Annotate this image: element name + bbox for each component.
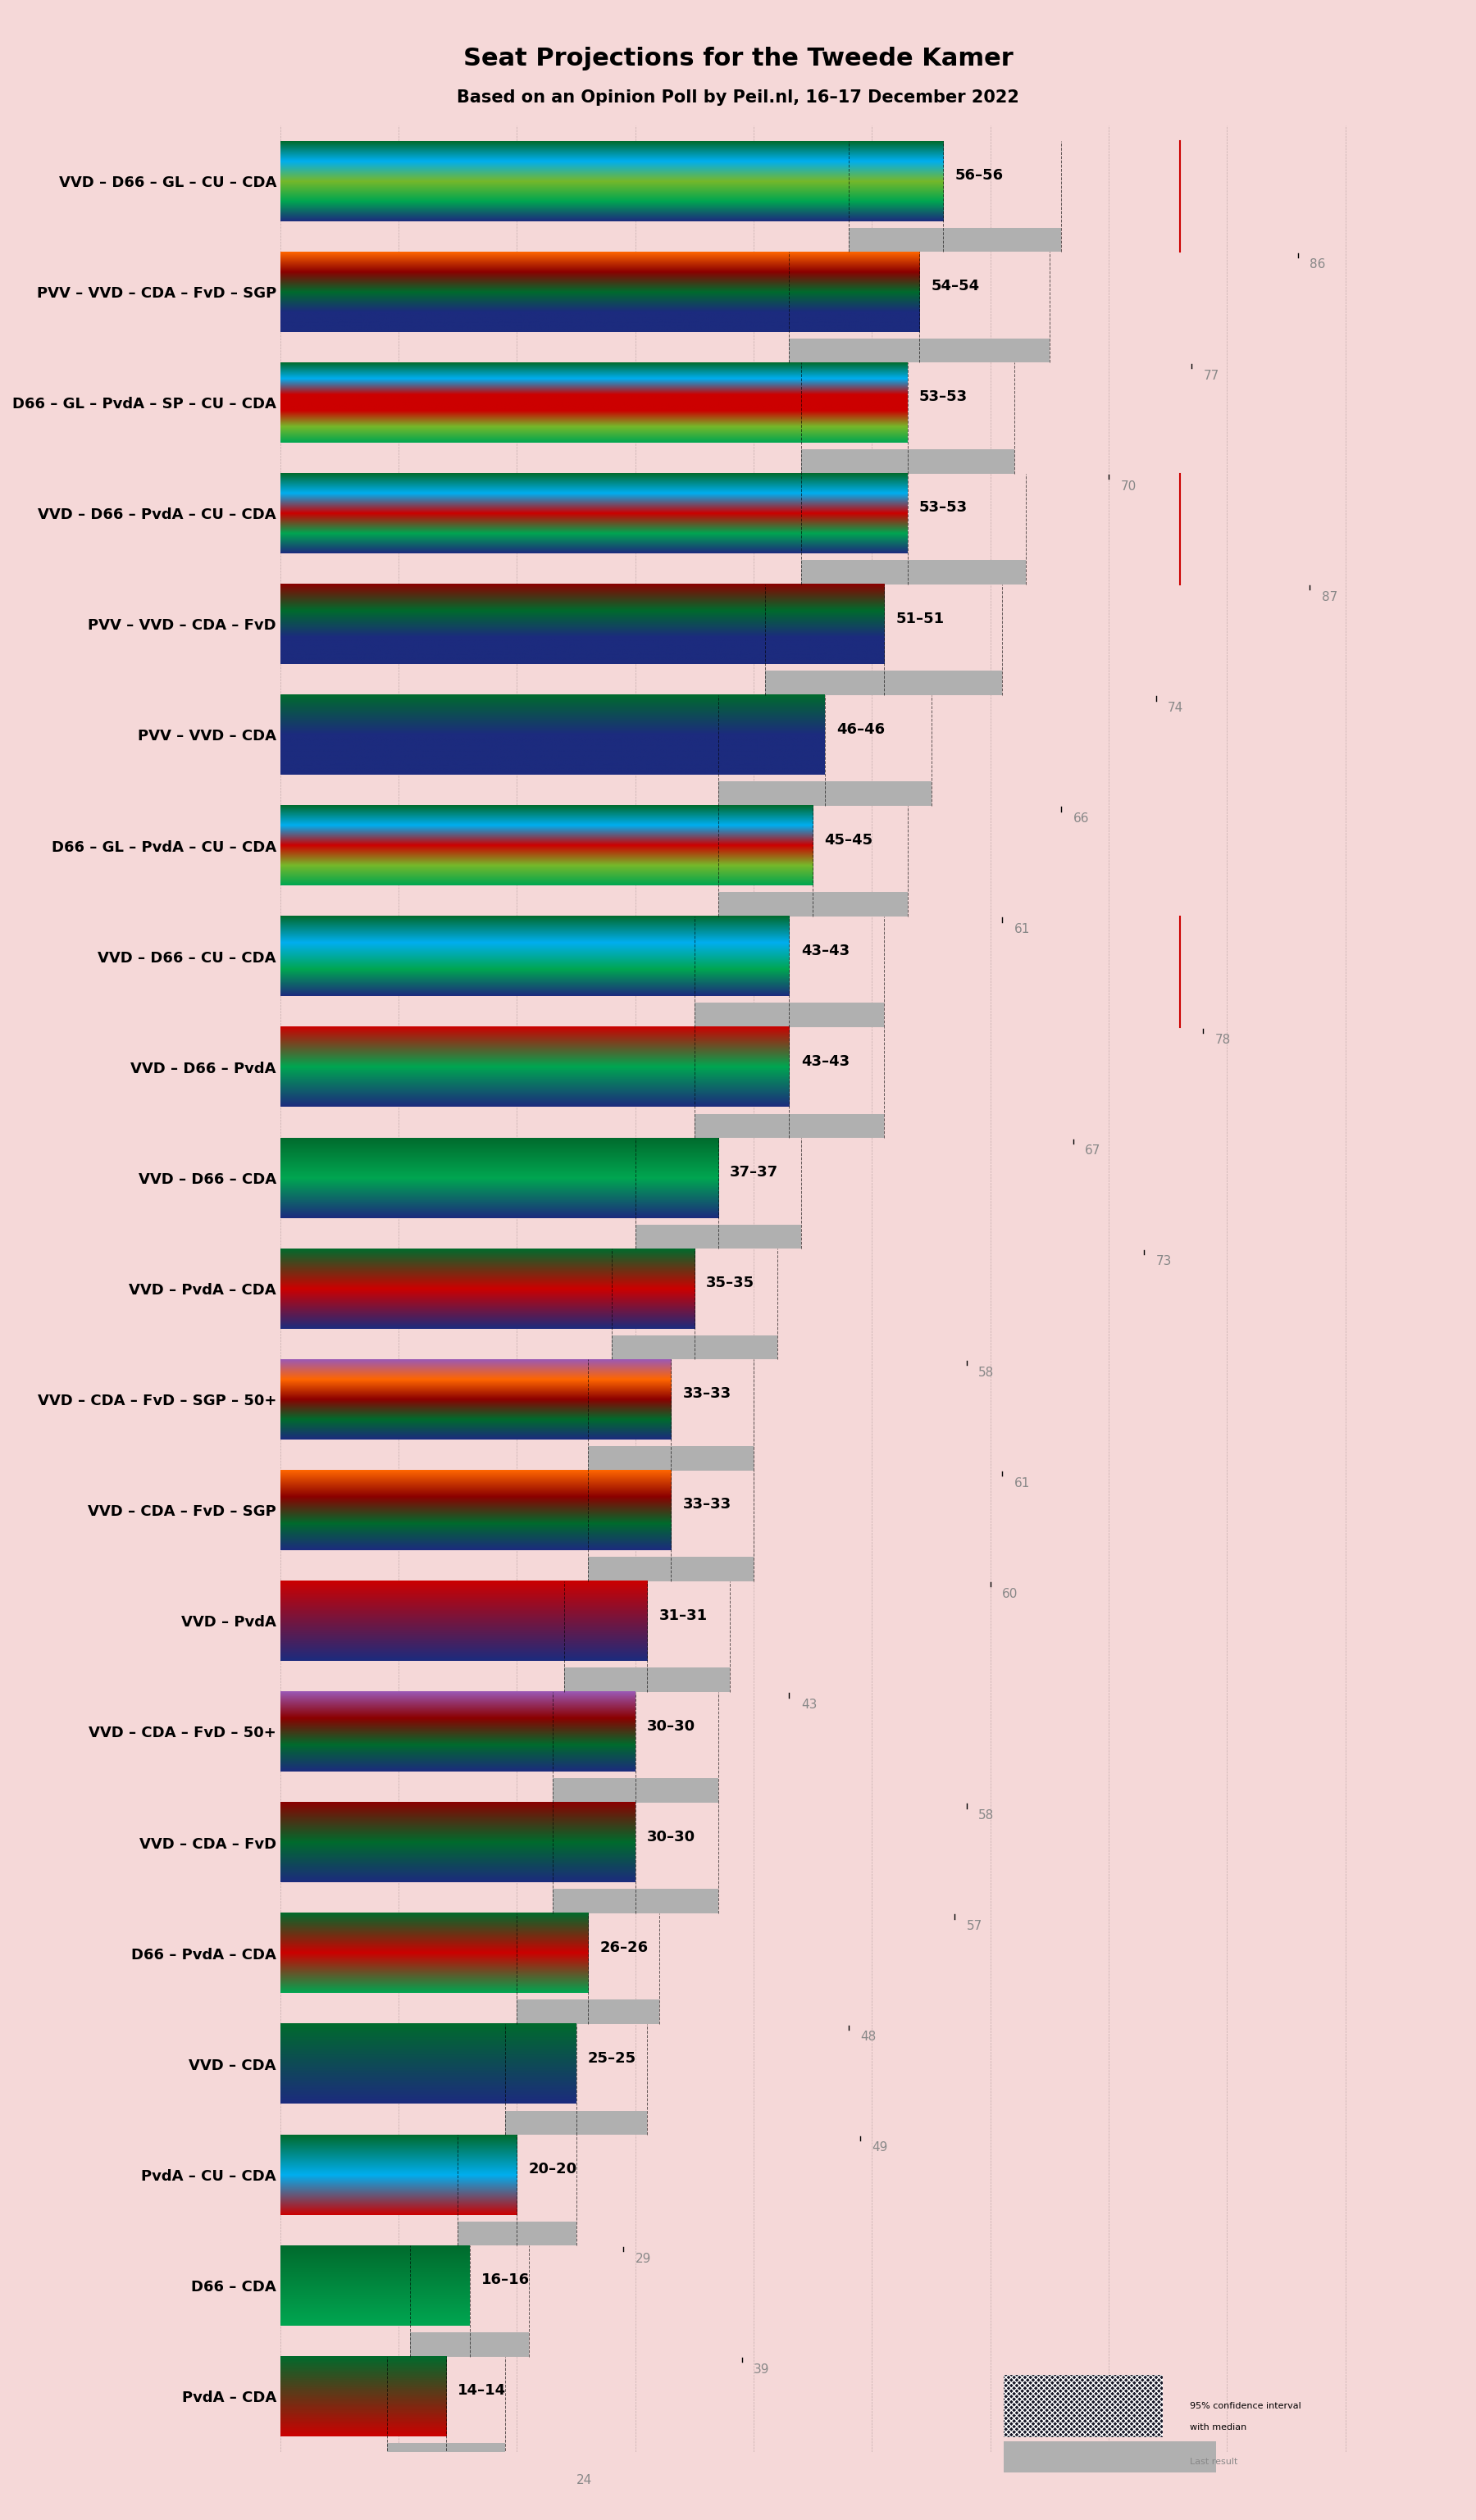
Text: 54–54: 54–54 bbox=[931, 280, 980, 295]
Text: 66: 66 bbox=[1073, 811, 1089, 824]
Text: 57: 57 bbox=[967, 1920, 983, 1933]
Text: 53–53: 53–53 bbox=[920, 501, 968, 514]
Text: 20–20: 20–20 bbox=[528, 2162, 577, 2177]
Text: 51–51: 51–51 bbox=[896, 612, 945, 625]
Bar bbox=[766, 670, 1002, 696]
Bar bbox=[587, 1557, 754, 1580]
Bar bbox=[410, 2331, 528, 2356]
Bar bbox=[564, 1668, 731, 1691]
Text: 87: 87 bbox=[1321, 590, 1337, 602]
Text: 61: 61 bbox=[1014, 922, 1030, 935]
Text: 70: 70 bbox=[1120, 481, 1137, 491]
Text: Based on an Opinion Poll by Peil.nl, 16–17 December 2022: Based on an Opinion Poll by Peil.nl, 16–… bbox=[456, 88, 1020, 106]
Text: 43–43: 43–43 bbox=[801, 1053, 849, 1068]
Text: 29: 29 bbox=[635, 2253, 651, 2265]
Bar bbox=[719, 781, 931, 806]
Text: 53–53: 53–53 bbox=[920, 391, 968, 403]
Text: 35–35: 35–35 bbox=[707, 1275, 754, 1290]
Text: 16–16: 16–16 bbox=[481, 2273, 530, 2288]
Text: 30–30: 30–30 bbox=[646, 1830, 695, 1845]
Text: 43: 43 bbox=[801, 1698, 816, 1711]
Bar bbox=[552, 1890, 719, 1913]
Text: 58: 58 bbox=[979, 1366, 995, 1378]
Text: 61: 61 bbox=[1014, 1477, 1030, 1489]
Text: 58: 58 bbox=[979, 1809, 995, 1822]
Text: 49: 49 bbox=[872, 2142, 889, 2155]
Bar bbox=[587, 1446, 754, 1469]
Text: Last result: Last result bbox=[1190, 2457, 1237, 2467]
Text: 43–43: 43–43 bbox=[801, 942, 849, 958]
Text: with median: with median bbox=[1190, 2422, 1246, 2432]
Bar bbox=[1004, 2442, 1216, 2472]
Text: 31–31: 31–31 bbox=[658, 1608, 707, 1623]
Text: 33–33: 33–33 bbox=[682, 1386, 731, 1401]
Bar bbox=[790, 338, 1049, 363]
Bar bbox=[611, 1336, 778, 1361]
Bar bbox=[505, 2112, 646, 2134]
Text: 46–46: 46–46 bbox=[837, 721, 886, 736]
Text: 73: 73 bbox=[1156, 1255, 1172, 1268]
Bar bbox=[1004, 2374, 1163, 2437]
Text: 78: 78 bbox=[1215, 1033, 1231, 1046]
Text: 37–37: 37–37 bbox=[731, 1164, 778, 1179]
Text: Seat Projections for the Tweede Kamer: Seat Projections for the Tweede Kamer bbox=[463, 48, 1013, 71]
Bar bbox=[849, 227, 1061, 252]
Text: 74: 74 bbox=[1168, 701, 1184, 713]
Text: 95% confidence interval: 95% confidence interval bbox=[1190, 2402, 1300, 2412]
Text: 33–33: 33–33 bbox=[682, 1497, 731, 1512]
Text: 56–56: 56–56 bbox=[955, 169, 1004, 184]
Bar bbox=[801, 449, 1014, 474]
Bar bbox=[458, 2220, 576, 2245]
Bar bbox=[552, 1779, 719, 1802]
Text: 25–25: 25–25 bbox=[587, 2051, 636, 2066]
Text: 48: 48 bbox=[861, 2031, 875, 2044]
Text: 86: 86 bbox=[1309, 260, 1325, 272]
Text: 30–30: 30–30 bbox=[646, 1719, 695, 1734]
Bar bbox=[387, 2442, 505, 2467]
Bar bbox=[635, 1225, 801, 1250]
Bar bbox=[517, 2001, 658, 2024]
Text: 14–14: 14–14 bbox=[458, 2384, 506, 2399]
Bar bbox=[719, 892, 908, 917]
Text: 45–45: 45–45 bbox=[825, 832, 874, 847]
Text: 26–26: 26–26 bbox=[599, 1940, 648, 1956]
Text: 60: 60 bbox=[1002, 1588, 1018, 1600]
Text: 77: 77 bbox=[1203, 370, 1219, 381]
Text: 39: 39 bbox=[754, 2364, 769, 2376]
Bar bbox=[801, 559, 1026, 585]
Bar bbox=[694, 1114, 884, 1139]
Text: 67: 67 bbox=[1085, 1144, 1101, 1157]
Bar bbox=[694, 1003, 884, 1028]
Text: 24: 24 bbox=[576, 2475, 592, 2487]
